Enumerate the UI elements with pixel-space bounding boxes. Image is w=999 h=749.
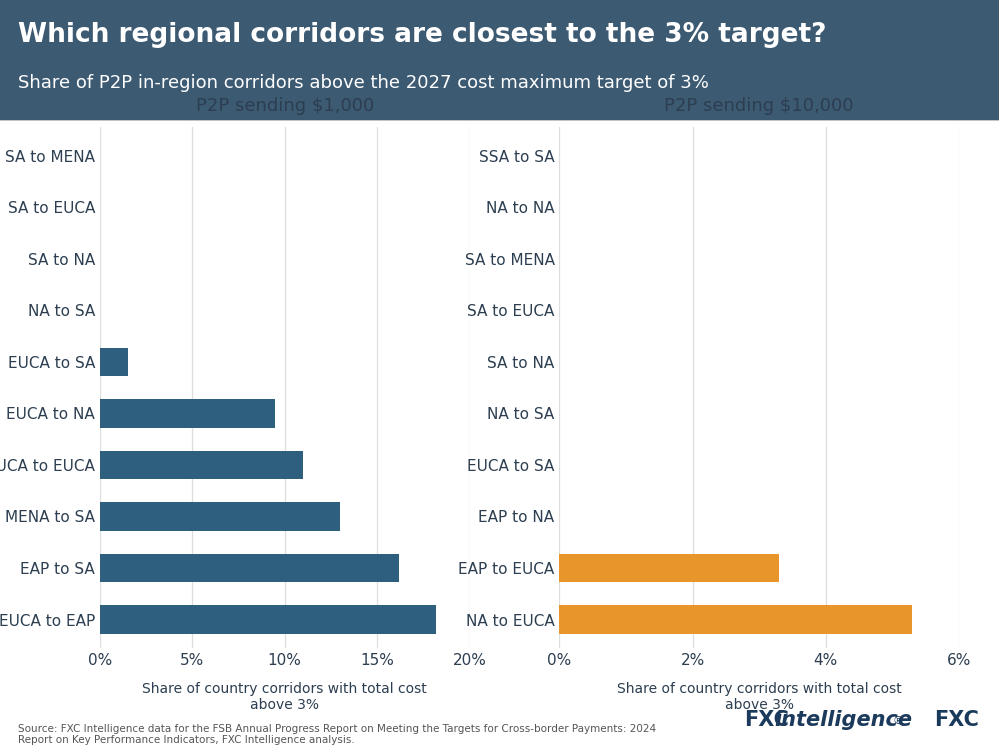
Text: FXC: FXC bbox=[744, 710, 789, 730]
Bar bbox=[100, 554, 400, 582]
X-axis label: Share of country corridors with total cost
above 3%: Share of country corridors with total co… bbox=[616, 682, 902, 712]
Text: ®: ® bbox=[892, 717, 903, 727]
Bar bbox=[100, 451, 304, 479]
Bar bbox=[100, 503, 340, 531]
Bar bbox=[559, 554, 779, 582]
Bar bbox=[559, 605, 912, 634]
Text: FXCintelligence·: FXCintelligence· bbox=[788, 710, 979, 730]
Text: intelligence: intelligence bbox=[774, 710, 912, 730]
Title: P2P sending $1,000: P2P sending $1,000 bbox=[196, 97, 374, 115]
Bar bbox=[100, 399, 276, 428]
Text: Share of P2P in-region corridors above the 2027 cost maximum target of 3%: Share of P2P in-region corridors above t… bbox=[18, 74, 709, 92]
X-axis label: Share of country corridors with total cost
above 3%: Share of country corridors with total co… bbox=[142, 682, 428, 712]
Text: Which regional corridors are closest to the 3% target?: Which regional corridors are closest to … bbox=[18, 22, 826, 48]
Text: FXC: FXC bbox=[934, 710, 979, 730]
Title: P2P sending $10,000: P2P sending $10,000 bbox=[664, 97, 854, 115]
Bar bbox=[100, 348, 128, 376]
Text: Source: FXC Intelligence data for the FSB Annual Progress Report on Meeting the : Source: FXC Intelligence data for the FS… bbox=[18, 724, 656, 745]
Bar bbox=[100, 605, 437, 634]
